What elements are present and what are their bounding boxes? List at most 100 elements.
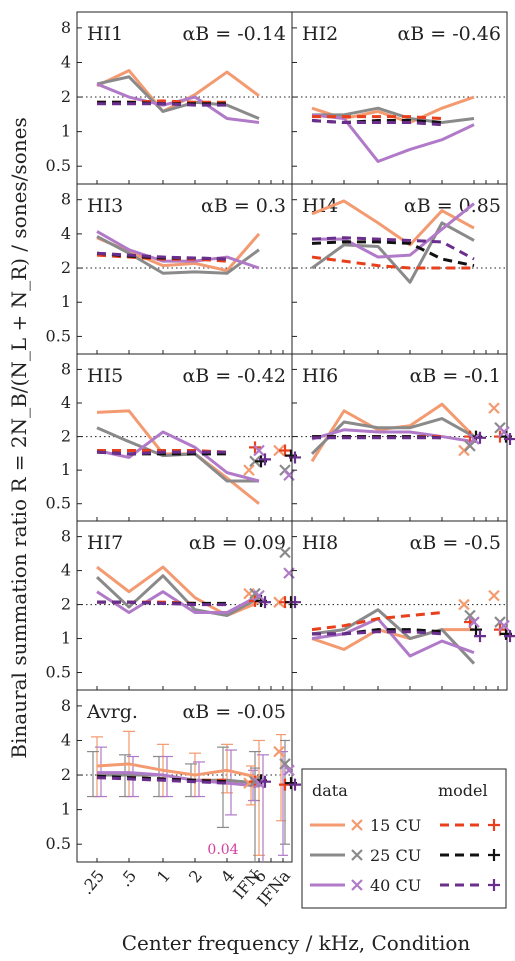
- panel-title: HI5: [87, 365, 123, 387]
- data-cross-40cu: [253, 589, 265, 602]
- panel-alpha: αB = -0.14: [182, 23, 286, 45]
- model-line-40cu: [96, 776, 228, 785]
- y-tick-label: 2: [61, 87, 71, 106]
- model-plus-40cu: [259, 596, 271, 609]
- x-tick-label: 2: [185, 866, 206, 886]
- panel-title: HI3: [87, 195, 123, 217]
- model-line-40cu: [96, 450, 227, 456]
- y-tick-label: 1: [61, 629, 71, 648]
- data-cross-40cu: [283, 764, 295, 777]
- legend-model-plus: [488, 849, 500, 861]
- model-line-40cu: [311, 236, 475, 261]
- y-tick-label: 8: [61, 359, 71, 378]
- model-line-40cu: [311, 118, 443, 127]
- legend-label: 15 CU: [370, 816, 421, 835]
- model-plus-40cu: [504, 630, 515, 643]
- panel-title: HI8: [302, 532, 338, 554]
- panel-alpha: αB = 0.3: [201, 195, 286, 217]
- y-tick-label: 4: [61, 730, 71, 749]
- model-line-40cu: [97, 102, 227, 107]
- model-line-15cu: [311, 611, 443, 632]
- model-line-15cu: [312, 115, 443, 121]
- data-cross-40cu: [253, 444, 265, 457]
- legend-model-title: model: [438, 781, 488, 800]
- data-line-25cu: [96, 75, 260, 120]
- x-tick-label: 1: [153, 866, 174, 886]
- data-line-40cu: [97, 771, 260, 788]
- data-line-25cu: [95, 574, 260, 618]
- data-cross-15cu: [273, 745, 285, 758]
- data-line-25cu: [311, 608, 476, 665]
- legend-model-plus: [488, 819, 500, 831]
- panel-alpha: αB = -0.05: [182, 701, 286, 723]
- y-tick-label: 1: [61, 800, 71, 819]
- panel-frame: [76, 689, 293, 863]
- data-line-40cu: [312, 202, 475, 259]
- data-cross-15cu: [243, 464, 255, 476]
- data-cross-40cu: [468, 616, 480, 628]
- panel-alpha: αB = -0.1: [410, 365, 501, 387]
- y-tick-label: 1: [61, 292, 71, 311]
- data-line-25cu: [312, 106, 475, 125]
- model-plus-40cu: [474, 630, 486, 643]
- data-cross-25cu: [279, 546, 291, 559]
- y-tick-label: 0.5: [46, 834, 71, 853]
- data-cross-40cu: [468, 433, 480, 445]
- data-line-25cu: [310, 417, 475, 455]
- y-tick-label: 2: [61, 258, 71, 277]
- y-tick-label: 1: [61, 122, 71, 141]
- y-tick-label: 4: [61, 224, 71, 243]
- model-plus-15cu: [279, 444, 291, 457]
- data-line-25cu: [96, 235, 260, 275]
- panel-hi8: HI8 αB = -0.5: [291, 520, 515, 691]
- data-line-40cu: [96, 230, 260, 270]
- data-cross-25cu: [464, 440, 476, 452]
- panel-hi1: 8 4 2 1 0.5 HI1 αB = -0.14: [46, 11, 293, 185]
- model-plus-40cu: [259, 453, 271, 466]
- legend-data-title: data: [312, 781, 348, 800]
- y-tick-label: 0.5: [46, 156, 71, 175]
- y-tick-label: 4: [61, 393, 71, 412]
- data-line-40cu: [311, 617, 475, 658]
- legend-data-cross: [351, 879, 363, 891]
- data-line-15cu: [96, 762, 260, 780]
- legend-data-cross: [351, 819, 363, 831]
- y-tick-label: 8: [61, 18, 71, 37]
- panel-title: HI7: [87, 532, 123, 554]
- y-tick-label: 8: [61, 696, 71, 715]
- data-cross-40cu: [498, 426, 510, 438]
- y-tick-label: 4: [61, 561, 71, 580]
- panel-title: HI1: [87, 23, 123, 45]
- panel-alpha: αB = 0.85: [404, 195, 501, 217]
- panel-title: HI4: [302, 195, 338, 217]
- model-line-40cu: [312, 630, 443, 636]
- model-line-15cu: [311, 255, 474, 270]
- min-annotation: 0.04: [207, 842, 238, 858]
- y-tick-label: 2: [61, 427, 71, 446]
- model-plus-25cu: [470, 623, 482, 636]
- panel-title: HI2: [302, 23, 338, 45]
- model-plus-40cu: [474, 431, 486, 444]
- data-line-15cu: [311, 628, 474, 651]
- legend: data model 15 CU 25 CU 40 CU: [301, 768, 507, 909]
- y-tick-label: 2: [61, 765, 71, 784]
- panel-frame: [291, 520, 508, 691]
- y-tick-label: 0.5: [46, 494, 71, 513]
- legend-model-plus: [488, 879, 500, 891]
- model-plus-40cu: [259, 775, 271, 788]
- model-line-25cu: [311, 240, 475, 268]
- x-tick-label: .25: [77, 866, 108, 898]
- data-cross-40cu: [498, 619, 510, 632]
- model-plus-40cu: [504, 433, 515, 446]
- y-axis-label: Binaural summation ratio R = 2N_B/(N_L +…: [7, 117, 31, 758]
- panel-hi5: 8 4 2 1 0.5 HI5 αB = -0.42: [46, 353, 301, 522]
- y-tick-label: 1: [61, 460, 71, 479]
- legend-data-cross: [351, 849, 363, 861]
- data-line-15cu: [96, 232, 261, 273]
- model-plus-40cu: [289, 451, 301, 464]
- data-cross-15cu: [458, 598, 470, 611]
- panel-hi6: HI6 αB = -0.1: [291, 353, 515, 522]
- y-tick-label: 0.5: [46, 663, 71, 682]
